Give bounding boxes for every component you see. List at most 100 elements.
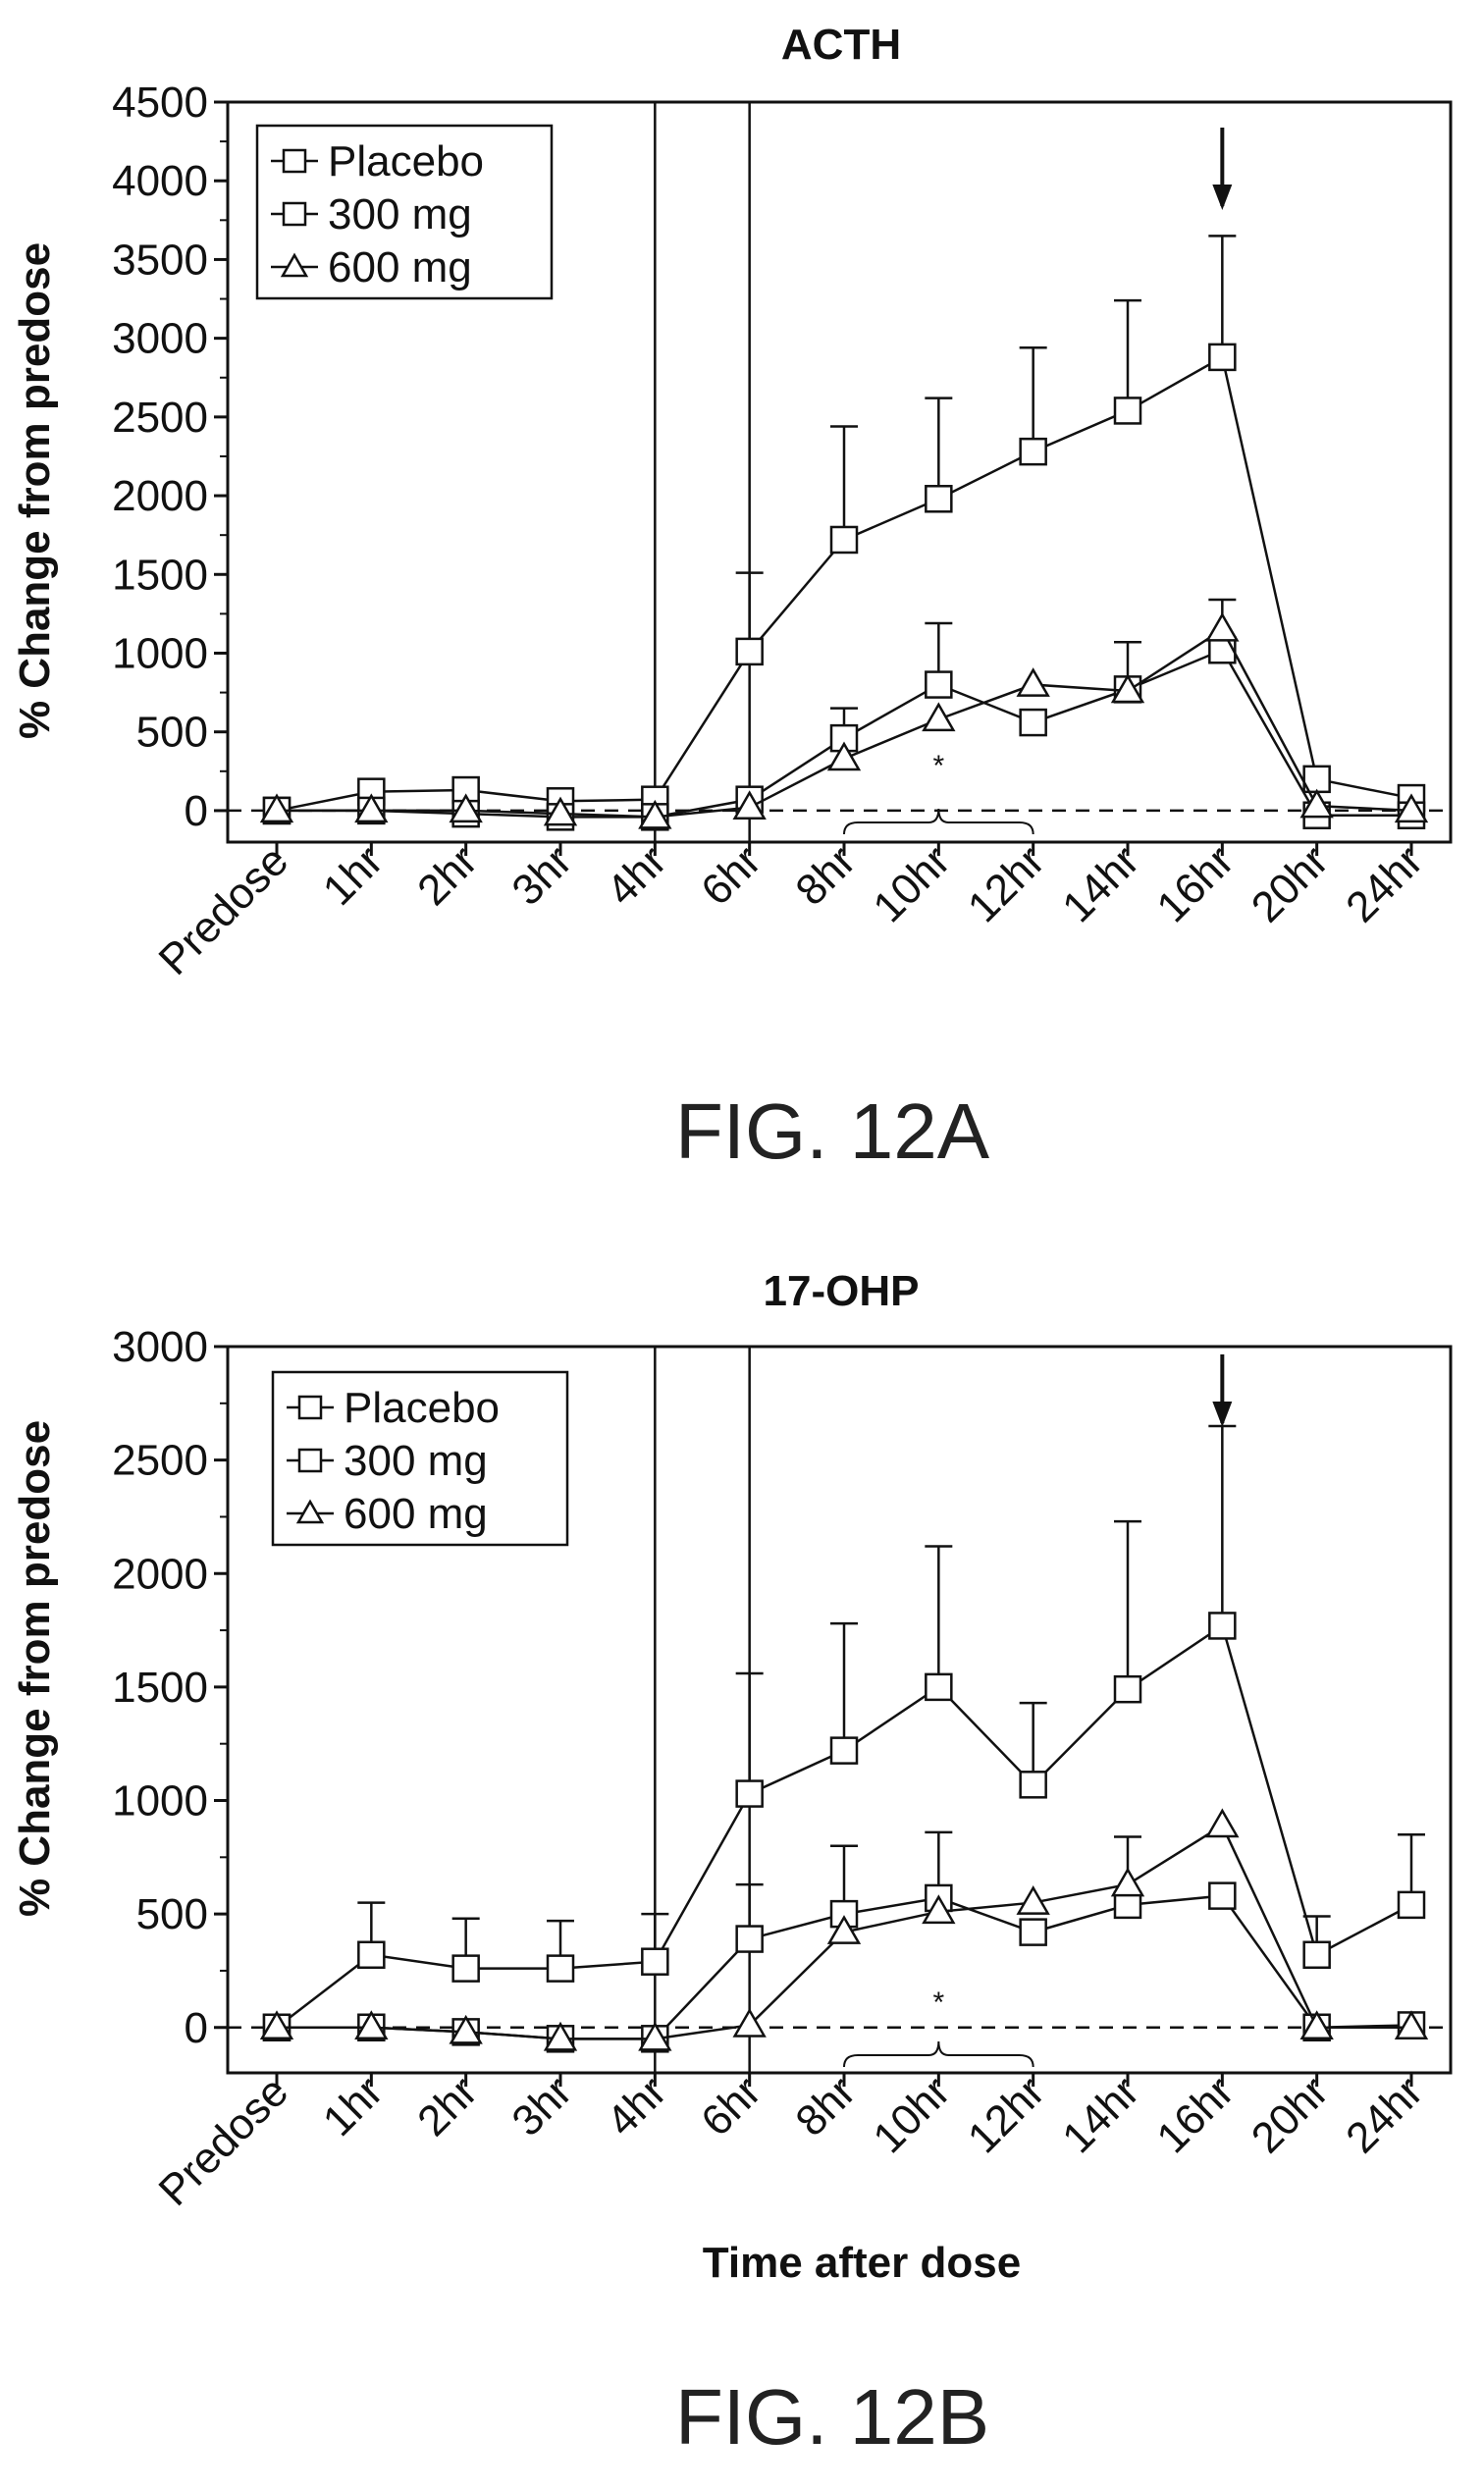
chart-b-xtick-label: 20hr (1243, 2067, 1338, 2162)
chart-a-data-point (1016, 667, 1050, 697)
chart-b-data-point (641, 1947, 669, 1976)
chart-b-ytick-label: 0 (185, 2004, 208, 2052)
chart-a-data-point (259, 793, 294, 823)
chart-a-ytick-label: 3000 (112, 315, 208, 363)
chart-a-xtick-label: 16hr (1147, 836, 1243, 931)
chart-b-xtick-label: 8hr (786, 2067, 865, 2145)
chart-a-significance-asterisk: * (932, 750, 944, 782)
chart-b-xtick-label: 3hr (503, 2067, 581, 2145)
chart-b-xtick-label: 4hr (598, 2067, 676, 2145)
chart-b-data-point (732, 2007, 767, 2038)
chart-a-legend-label: Placebo (328, 137, 484, 185)
chart-b-data-point (1397, 1890, 1426, 1920)
chart-a-data-point (925, 485, 953, 513)
chart-a-ytick-label: 2500 (112, 394, 208, 442)
chart-a-ytick-label: 0 (185, 787, 208, 835)
chart-b-arrow-head (1212, 1402, 1233, 1427)
chart-a-arrow-head (1212, 185, 1233, 210)
chart-b-plot: 0 500 1000 1500 2000 2500 3000 Predose 1hr 2hr 3hr… (112, 1323, 1453, 2215)
chart-a-legend-label: 300 mg (328, 190, 472, 238)
chart-b-ytick-label: 500 (136, 1890, 208, 1938)
chart-b-xtick-label: Predose (150, 2067, 298, 2215)
chart-a-data-point (922, 702, 956, 732)
chart-b-data-point (1205, 1808, 1240, 1838)
chart-b-data-point (1113, 1674, 1142, 1704)
chart-a-data-point (735, 637, 764, 666)
chart-b-xtick-label: 12hr (959, 2067, 1054, 2162)
chart-b-data-point (735, 1925, 764, 1953)
chart-a-ylabel: % Change from predose (11, 242, 59, 739)
chart-a-xtick-label: 6hr (692, 836, 770, 915)
chart-b-data-point (1302, 1940, 1331, 1969)
chart-b-xlabel: Time after dose (703, 2239, 1021, 2287)
chart-b-ytick-label: 2500 (112, 1437, 208, 1485)
chart-b-xtick-label: 6hr (692, 2067, 770, 2145)
chart-a-plot: 0 500 1000 1500 2000 2500 3000 3500 4000 4500 Pred… (112, 79, 1453, 984)
chart-b-xtick-label: 16hr (1147, 2067, 1243, 2162)
chart-b-xtick-label: 2hr (408, 2067, 487, 2145)
chart-a-data-point (354, 793, 389, 823)
chart-a-plot-frame (226, 100, 1453, 844)
chart-b-data-point (1016, 1885, 1050, 1915)
chart-b-data-point (1110, 1867, 1145, 1897)
chart-b-ytick-label: 1500 (112, 1664, 208, 1712)
chart-a-xtick-label: 2hr (408, 836, 487, 915)
chart-a-xtick-label: 10hr (864, 836, 959, 931)
chart-a-ytick-label: 1000 (112, 629, 208, 677)
chart-b-data-point (354, 2010, 389, 2039)
chart-a-data-point (638, 799, 672, 829)
chart-a-ytick-label: 2000 (112, 472, 208, 520)
chart-a-figure-label: FIG. 12A (675, 1087, 990, 1175)
chart-b-data-point (1019, 1918, 1047, 1946)
chart-b-title: 17-OHP (764, 1267, 920, 1315)
chart-b-data-point (1299, 2010, 1334, 2039)
chart-a-data-point (1299, 788, 1334, 819)
chart-a-data-point (1208, 343, 1237, 372)
chart-a-ytick-label: 4500 (112, 79, 208, 127)
chart-a-ytick-label: 1500 (112, 551, 208, 599)
chart-b-data-point (259, 2010, 294, 2039)
chart-a-data-point (925, 670, 953, 699)
chart-a-significance-brace (843, 808, 1034, 835)
chart-a-legend-marker (282, 201, 307, 227)
chart-b-data-point (638, 2021, 672, 2051)
chart-a-ytick-label: 4000 (112, 157, 208, 205)
chart-a-data-point (1205, 611, 1240, 642)
chart-a-legend-marker (280, 252, 309, 278)
chart-a-xtick-label: 12hr (959, 836, 1054, 931)
chart-b-legend-label: 300 mg (344, 1437, 488, 1485)
chart-a-xtick-label: Predose (150, 836, 298, 984)
chart-b-data-point (449, 2014, 483, 2044)
chart-b-xtick-label: 14hr (1053, 2067, 1148, 2162)
chart-b-legend-label: 600 mg (344, 1490, 488, 1538)
chart-b-data-point (735, 1779, 764, 1808)
chart-a-data-point (1394, 793, 1429, 823)
chart-b-significance-brace (843, 2040, 1034, 2068)
chart-a-xtick-label: 8hr (786, 836, 865, 915)
chart-b-data-point (922, 1894, 956, 1925)
chart-b-legend-marker (297, 1448, 323, 1473)
chart-b-xtick-label: 10hr (864, 2067, 959, 2162)
chart-b-legend-marker (297, 1395, 323, 1420)
chart-b-ytick-label: 1000 (112, 1777, 208, 1826)
chart-a-data-point (829, 525, 859, 555)
chart-a-ytick-label: 500 (136, 709, 208, 757)
chart-a-xtick-label: 1hr (314, 836, 393, 915)
chart-b-data-point (546, 1954, 575, 1983)
chart-b-data-point (1208, 1612, 1237, 1640)
chart-b-data-point (357, 1940, 386, 1969)
chart-b-data-point (543, 2021, 578, 2051)
chart-b-xtick-label: 1hr (314, 2067, 393, 2145)
chart-b-figure-label: FIG. 12B (675, 2373, 989, 2461)
chart-a-data-point (1113, 397, 1142, 425)
chart-a-xtick-label: 24hr (1337, 836, 1432, 931)
chart-a-legend-label: 600 mg (328, 243, 472, 291)
chart-b-data-point (826, 1915, 862, 1944)
chart-a-data-point (1019, 437, 1047, 466)
chart-a-data-point (826, 741, 862, 771)
chart-b-legend-label: Placebo (344, 1384, 500, 1432)
chart-b-ylabel: % Change from predose (11, 1420, 59, 1917)
chart-b-data-point (1208, 1881, 1237, 1910)
chart-a-xtick-label: 14hr (1053, 836, 1148, 931)
